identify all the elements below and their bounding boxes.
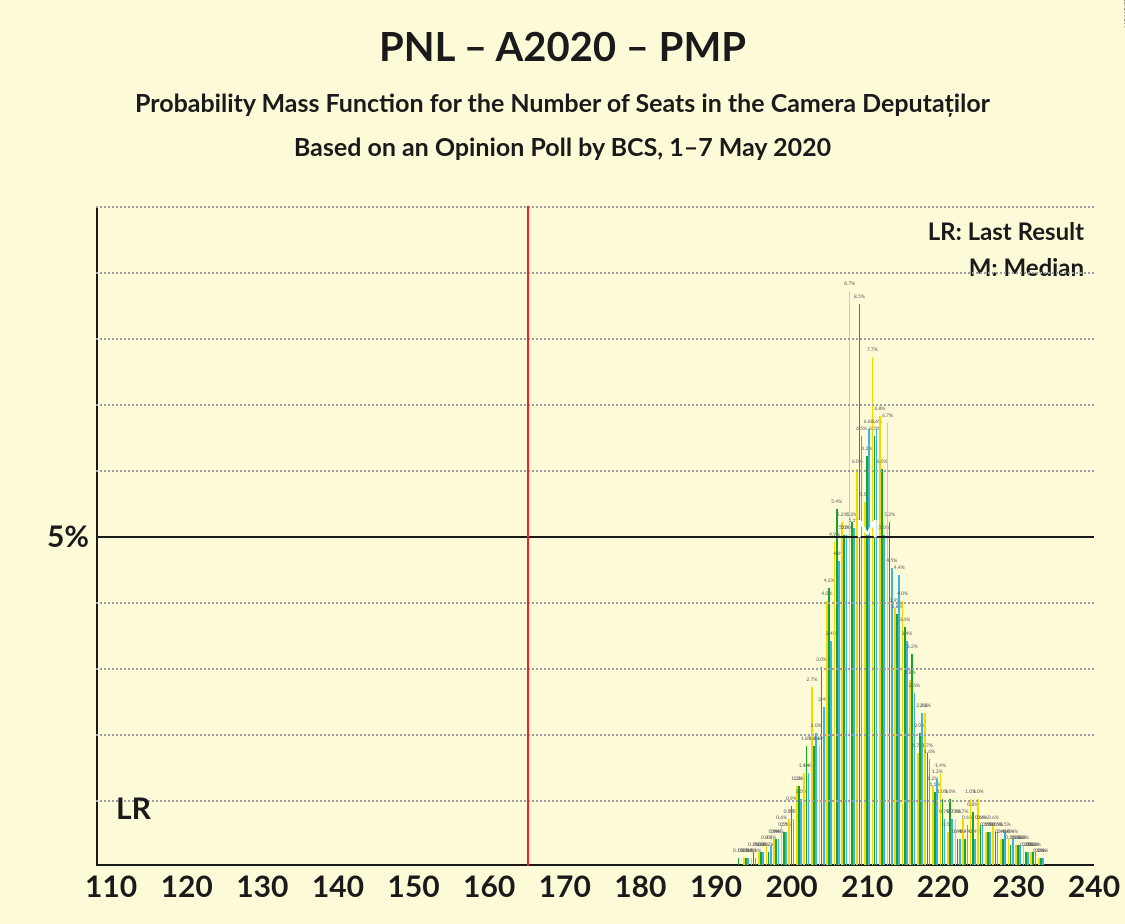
bar-value-label: 4.0% [821,591,832,597]
bar-value-label: 0.3% [1018,835,1029,841]
bar: 0.4% [778,839,780,865]
bar-value-label: 5.4% [831,499,842,505]
bar: 0.2% [1027,852,1029,865]
x-tick-label: 140 [312,868,364,904]
bar-value-label: 0.2% [1030,842,1041,848]
y-grid-minor [96,470,1094,472]
x-tick-label: 120 [161,868,213,904]
bar: 0.1% [738,858,740,865]
y-grid-minor [96,668,1094,670]
bar-value-label: 5.2% [884,512,895,518]
x-tick-label: 200 [765,868,817,904]
bar-value-label: 8.7% [844,281,855,287]
bar: 0.1% [755,858,757,865]
x-tick-label: 220 [917,868,969,904]
x-tick-label: 210 [841,868,893,904]
y-grid-minor [96,404,1094,406]
y-grid-major [96,536,1094,538]
chart-subtitle-2: Based on an Opinion Poll by BCS, 1–7 May… [0,132,1125,162]
bar: 0.6% [982,825,984,865]
bar-value-label: 0.6% [776,815,787,821]
x-tick-label: 150 [387,868,439,904]
bar-value-label: 0.4% [1007,829,1018,835]
chart-title: PNL – A2020 – PMP [0,22,1125,70]
bar: 2.4% [823,707,825,865]
y-tick-label: 5% [47,518,89,554]
bar-value-label: 1.4% [935,763,946,769]
copyright-text: © 2020 Filip van Laenen [1121,0,1125,28]
bar: 0.3% [770,845,772,865]
bar: 4.5% [891,568,893,865]
bar: 2.0% [815,733,817,865]
bar-value-label: 0.1% [1037,848,1048,854]
bar: 0.5% [997,832,999,865]
bar: 5.1% [853,528,855,865]
x-tick-label: 110 [85,868,137,904]
bar: 0.7% [793,819,795,865]
bar-value-label: 4.4% [894,565,905,571]
bar: 0.5% [785,832,787,865]
y-grid-minor [96,734,1094,736]
bar-value-label: 7.7% [867,347,878,353]
y-grid-minor [96,272,1094,274]
bar-value-label: 1.0% [973,789,984,795]
bar: 0.6% [967,825,969,865]
x-tick-label: 130 [236,868,288,904]
bar-value-label: 4.0% [897,591,908,597]
last-result-label: LR [116,790,151,826]
bar: 5.0% [846,535,848,865]
bar-value-label: 6.8% [874,406,885,412]
bar: 1.0% [800,799,802,865]
y-grid-minor [96,800,1094,802]
y-grid-minor [96,602,1094,604]
bar: 0.1% [747,858,749,865]
x-tick-label: 230 [992,868,1044,904]
bar: 5.0% [883,535,885,865]
x-tick-label: 190 [690,868,742,904]
bar: 2.6% [914,693,916,865]
bar: 0.2% [762,852,764,865]
bar-value-label: 6.7% [882,413,893,419]
bar-value-label: 2.7% [806,677,817,683]
bar-value-label: 1.7% [922,743,933,749]
bar: 0.3% [1019,845,1021,865]
bar: 3.4% [830,641,832,865]
bar-value-label: 0.7% [958,809,969,815]
bar: 0.5% [989,832,991,865]
x-tick-label: 240 [1068,868,1120,904]
last-result-line [527,206,529,866]
bar-value-label: 3.4% [901,631,912,637]
bar-value-label: 8.5% [854,294,865,300]
bar: 0.4% [959,839,961,865]
x-tick-labels: 1101201301401501601701801902002102202302… [96,868,1094,908]
bar-value-label: 0.5% [1000,822,1011,828]
bar-value-label: 2.8% [905,670,916,676]
bar-value-label: 3.6% [899,617,910,623]
x-tick-label: 170 [539,868,591,904]
y-grid-minor [96,206,1094,208]
bar-value-label: 0.6% [977,815,988,821]
bar: 1.4% [808,773,810,865]
x-tick-label: 160 [463,868,515,904]
bar-value-label: 2.3% [920,703,931,709]
bar: 0.7% [951,819,953,865]
bar-value-label: 1.0% [945,789,956,795]
bar-value-label: 2.6% [909,683,920,689]
bar-value-label: 6.5% [856,426,867,432]
bar: 0.1% [1042,858,1044,865]
bar: 0.4% [974,839,976,865]
bar-value-label: 3.2% [907,644,918,650]
x-tick-label: 180 [614,868,666,904]
bar: 4.6% [838,561,840,865]
bar-value-label: 1.6% [924,749,935,755]
chart-subtitle-1: Probability Mass Function for the Number… [0,88,1125,118]
y-grid-minor [96,338,1094,340]
plot-area: LR: Last Result M: Median 0.1%0.1%0.1%0.… [96,206,1094,866]
bar-value-label: 0.6% [988,815,999,821]
bar-value-label: 4.5% [886,558,897,564]
bar: 0.4% [1012,839,1014,865]
